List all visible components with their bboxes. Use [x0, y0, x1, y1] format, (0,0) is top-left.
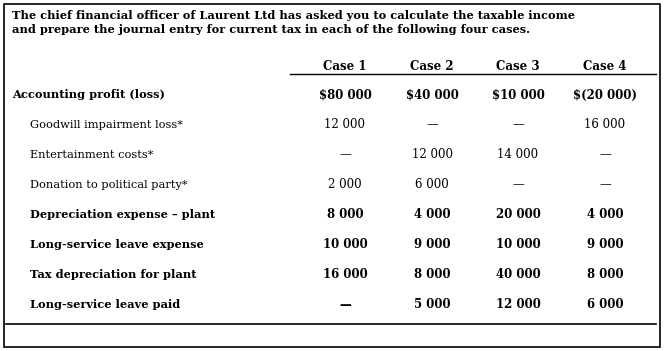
Text: and prepare the journal entry for current tax in each of the following four case: and prepare the journal entry for curren… [12, 24, 530, 35]
Text: —: — [512, 119, 524, 132]
Text: Long-service leave expense: Long-service leave expense [30, 239, 204, 251]
Text: 4 000: 4 000 [587, 208, 623, 221]
Text: Long-service leave paid: Long-service leave paid [30, 299, 180, 311]
Text: Goodwill impairment loss*: Goodwill impairment loss* [30, 120, 183, 130]
Text: The chief financial officer of Laurent Ltd has asked you to calculate the taxabl: The chief financial officer of Laurent L… [12, 10, 575, 21]
Text: Case 4: Case 4 [583, 60, 627, 73]
Text: 10 000: 10 000 [323, 238, 367, 252]
Text: 6 000: 6 000 [587, 298, 623, 311]
Text: 20 000: 20 000 [495, 208, 540, 221]
Text: 16 000: 16 000 [584, 119, 625, 132]
Text: 8 000: 8 000 [327, 208, 363, 221]
Text: —: — [426, 119, 438, 132]
Text: 12 000: 12 000 [412, 148, 452, 161]
Text: —: — [599, 148, 611, 161]
Text: 6 000: 6 000 [415, 179, 449, 192]
Text: 2 000: 2 000 [328, 179, 362, 192]
Text: Donation to political party*: Donation to political party* [30, 180, 187, 190]
Text: 5 000: 5 000 [414, 298, 450, 311]
Text: 14 000: 14 000 [497, 148, 539, 161]
Text: $40 000: $40 000 [406, 88, 458, 101]
Text: Tax depreciation for plant: Tax depreciation for plant [30, 270, 197, 280]
Text: Entertainment costs*: Entertainment costs* [30, 150, 153, 160]
Text: $(20 000): $(20 000) [573, 88, 637, 101]
Text: $80 000: $80 000 [319, 88, 371, 101]
Text: Case 2: Case 2 [410, 60, 454, 73]
Text: $10 000: $10 000 [491, 88, 544, 101]
Text: 4 000: 4 000 [414, 208, 450, 221]
Text: —: — [599, 179, 611, 192]
Text: Case 1: Case 1 [323, 60, 367, 73]
Text: 8 000: 8 000 [414, 269, 450, 282]
Text: Accounting profit (loss): Accounting profit (loss) [12, 90, 165, 100]
Text: 9 000: 9 000 [414, 238, 450, 252]
Text: Case 3: Case 3 [496, 60, 540, 73]
Text: 8 000: 8 000 [587, 269, 623, 282]
Text: 12 000: 12 000 [495, 298, 540, 311]
Text: —: — [512, 179, 524, 192]
Text: 9 000: 9 000 [587, 238, 623, 252]
Text: 10 000: 10 000 [495, 238, 540, 252]
Text: —: — [339, 298, 351, 311]
Text: —: — [339, 148, 351, 161]
Text: 12 000: 12 000 [325, 119, 365, 132]
Text: 16 000: 16 000 [323, 269, 367, 282]
Text: Depreciation expense – plant: Depreciation expense – plant [30, 210, 215, 220]
Text: 40 000: 40 000 [495, 269, 540, 282]
